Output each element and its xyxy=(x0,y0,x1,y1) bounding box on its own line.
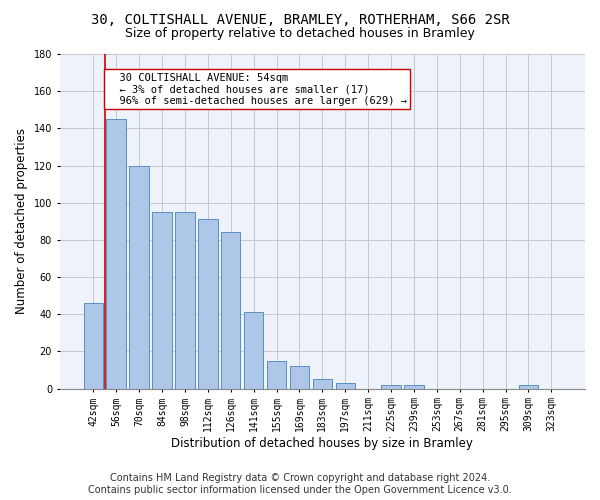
Bar xyxy=(83,303,103,388)
Bar xyxy=(244,312,263,388)
Bar xyxy=(152,212,172,388)
Text: Size of property relative to detached houses in Bramley: Size of property relative to detached ho… xyxy=(125,28,475,40)
Bar xyxy=(519,385,538,388)
Bar xyxy=(335,383,355,388)
Bar xyxy=(404,385,424,388)
X-axis label: Distribution of detached houses by size in Bramley: Distribution of detached houses by size … xyxy=(172,437,473,450)
Text: Contains HM Land Registry data © Crown copyright and database right 2024.
Contai: Contains HM Land Registry data © Crown c… xyxy=(88,474,512,495)
Bar xyxy=(290,366,309,388)
Bar xyxy=(267,360,286,388)
Bar xyxy=(130,166,149,388)
Text: 30 COLTISHALL AVENUE: 54sqm
  ← 3% of detached houses are smaller (17)
  96% of : 30 COLTISHALL AVENUE: 54sqm ← 3% of deta… xyxy=(107,72,407,106)
Bar xyxy=(313,380,332,388)
Bar xyxy=(382,385,401,388)
Bar xyxy=(106,119,126,388)
Bar xyxy=(175,212,194,388)
Bar xyxy=(221,232,241,388)
Y-axis label: Number of detached properties: Number of detached properties xyxy=(15,128,28,314)
Bar xyxy=(198,220,218,388)
Text: 30, COLTISHALL AVENUE, BRAMLEY, ROTHERHAM, S66 2SR: 30, COLTISHALL AVENUE, BRAMLEY, ROTHERHA… xyxy=(91,12,509,26)
